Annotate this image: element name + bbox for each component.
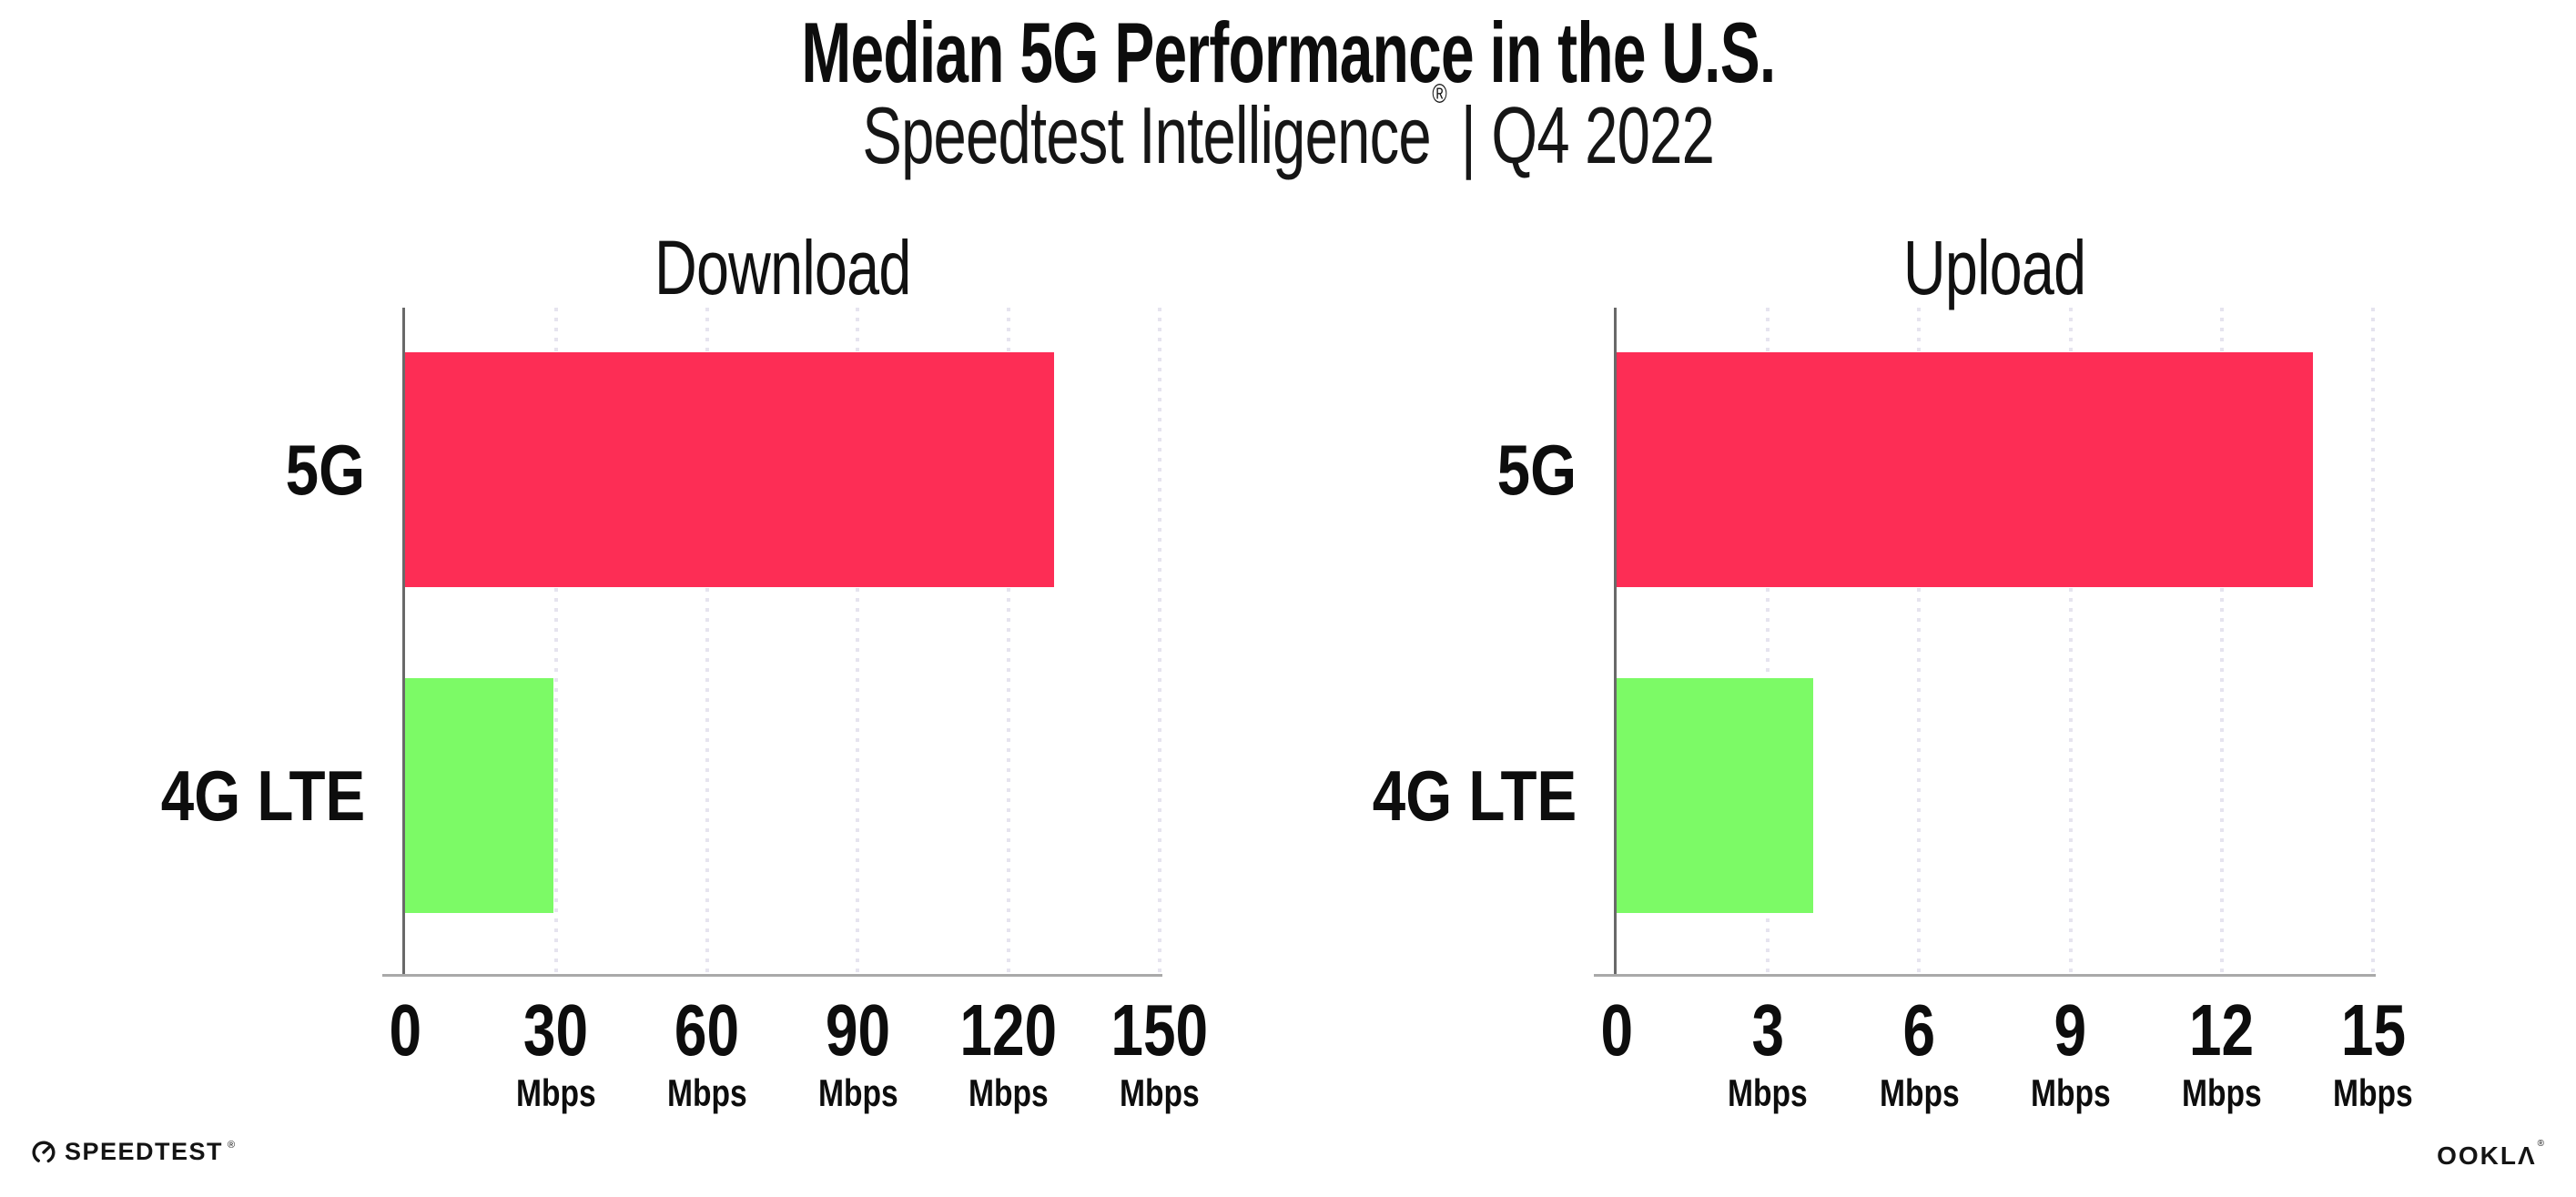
x-tick-unit: Mbps — [2140, 1074, 2304, 1112]
x-tick-label: 3 — [1686, 994, 1850, 1067]
ookla-wordmark: OOKLΛ — [2437, 1141, 2537, 1170]
grid-line — [1917, 308, 1922, 974]
x-tick-value: 60 — [674, 989, 740, 1070]
x-tick-unit: Mbps — [2291, 1074, 2455, 1112]
speedtest-registered-mark: ® — [228, 1139, 237, 1151]
chart-title-text: Download — [654, 225, 911, 310]
category-label-4g-lte: 4G LTE — [1158, 760, 1577, 831]
x-tick-unit-text: Mbps — [1120, 1071, 1200, 1114]
subtitle-product: Speedtest Intelligence — [862, 90, 1431, 180]
x-tick-unit: Mbps — [1686, 1074, 1850, 1112]
grid-line — [1007, 308, 1011, 974]
x-tick-value: 120 — [959, 989, 1058, 1070]
x-tick-unit: Mbps — [1989, 1074, 2153, 1112]
x-tick-value: 12 — [2189, 989, 2255, 1070]
page-subtitle: Speedtest Intelligence® | Q4 2022 — [0, 80, 2576, 177]
category-label-text: 4G LTE — [1372, 756, 1577, 836]
x-tick-unit: Mbps — [927, 1074, 1090, 1112]
x-tick-value: 0 — [389, 989, 421, 1070]
x-tick-label: 0 — [1535, 994, 1699, 1067]
x-tick-unit-text: Mbps — [2030, 1071, 2111, 1114]
grid-line — [1766, 308, 1770, 974]
x-tick-value: 90 — [825, 989, 890, 1070]
x-tick-value: 0 — [1600, 989, 1633, 1070]
x-tick-unit: Mbps — [1837, 1074, 2001, 1112]
x-axis-line — [382, 974, 1162, 977]
x-tick-label: 12 — [2140, 994, 2304, 1067]
bar-4g-lte-download — [405, 678, 553, 913]
ookla-registered-mark: ® — [2537, 1138, 2546, 1149]
speedtest-gauge-icon — [32, 1140, 56, 1164]
bar-5g-upload — [1617, 352, 2313, 587]
speedtest-wordmark: SPEEDTEST — [65, 1138, 224, 1165]
x-tick-value: 6 — [1902, 989, 1936, 1070]
x-tick-unit-text: Mbps — [1879, 1071, 1960, 1114]
x-tick-unit: Mbps — [474, 1074, 638, 1112]
category-label-text: 5G — [285, 430, 365, 510]
grid-line — [2219, 308, 2224, 974]
grid-line — [705, 308, 709, 974]
x-tick-value: 15 — [2340, 989, 2406, 1070]
category-label-text: 5G — [1496, 430, 1577, 510]
x-tick-label: 30 — [474, 994, 638, 1067]
x-tick-unit: Mbps — [625, 1074, 789, 1112]
speedtest-logo: SPEEDTEST ® — [31, 1138, 240, 1166]
bar-5g-download — [405, 352, 1054, 587]
chart-title-download: Download — [405, 229, 1160, 306]
x-tick-unit-text: Mbps — [2181, 1071, 2262, 1114]
x-tick-label: 0 — [323, 994, 487, 1067]
x-tick-unit: Mbps — [1078, 1074, 1242, 1112]
ookla-logo: OOKLΛ® — [2437, 1138, 2546, 1171]
x-tick-value: 30 — [523, 989, 589, 1070]
y-axis-spine — [402, 308, 405, 974]
category-label-text: 4G LTE — [160, 756, 365, 836]
x-tick-label: 6 — [1837, 994, 2001, 1067]
category-label-5g: 5G — [1158, 434, 1577, 505]
grid-line — [553, 308, 558, 974]
grid-line — [856, 308, 860, 974]
x-tick-unit-text: Mbps — [2333, 1071, 2413, 1114]
x-tick-label: 150 — [1078, 994, 1242, 1067]
x-tick-value: 150 — [1111, 989, 1209, 1070]
bar-4g-lte-upload — [1617, 678, 1813, 913]
subtitle-period: | Q4 2022 — [1460, 90, 1715, 180]
page-subtitle-text: Speedtest Intelligence® | Q4 2022 — [862, 80, 1714, 177]
x-tick-value: 9 — [2054, 989, 2087, 1070]
x-tick-unit-text: Mbps — [817, 1071, 898, 1114]
grid-line — [2068, 308, 2073, 974]
page-title-text: Median 5G Performance in the U.S. — [800, 5, 1776, 100]
x-tick-unit-text: Mbps — [515, 1071, 596, 1114]
chart-title-text: Upload — [1903, 225, 2086, 310]
registered-trademark-icon: ® — [1432, 78, 1446, 109]
x-tick-label: 90 — [776, 994, 939, 1067]
category-label-4g-lte: 4G LTE — [0, 760, 365, 831]
y-axis-spine — [1614, 308, 1617, 974]
x-tick-unit: Mbps — [776, 1074, 939, 1112]
x-tick-unit-text: Mbps — [666, 1071, 747, 1114]
x-tick-unit-text: Mbps — [969, 1071, 1050, 1114]
page-title: Median 5G Performance in the U.S. — [0, 9, 2576, 96]
category-label-5g: 5G — [0, 434, 365, 505]
grid-line — [2371, 308, 2375, 974]
chart-title-upload: Upload — [1617, 229, 2373, 306]
x-tick-value: 3 — [1751, 989, 1784, 1070]
x-tick-label: 9 — [1989, 994, 2153, 1067]
x-tick-unit-text: Mbps — [1728, 1071, 1809, 1114]
x-tick-label: 60 — [625, 994, 789, 1067]
grid-line — [1158, 308, 1161, 974]
x-axis-line — [1594, 974, 2376, 977]
x-tick-label: 120 — [927, 994, 1090, 1067]
x-tick-label: 15 — [2291, 994, 2455, 1067]
